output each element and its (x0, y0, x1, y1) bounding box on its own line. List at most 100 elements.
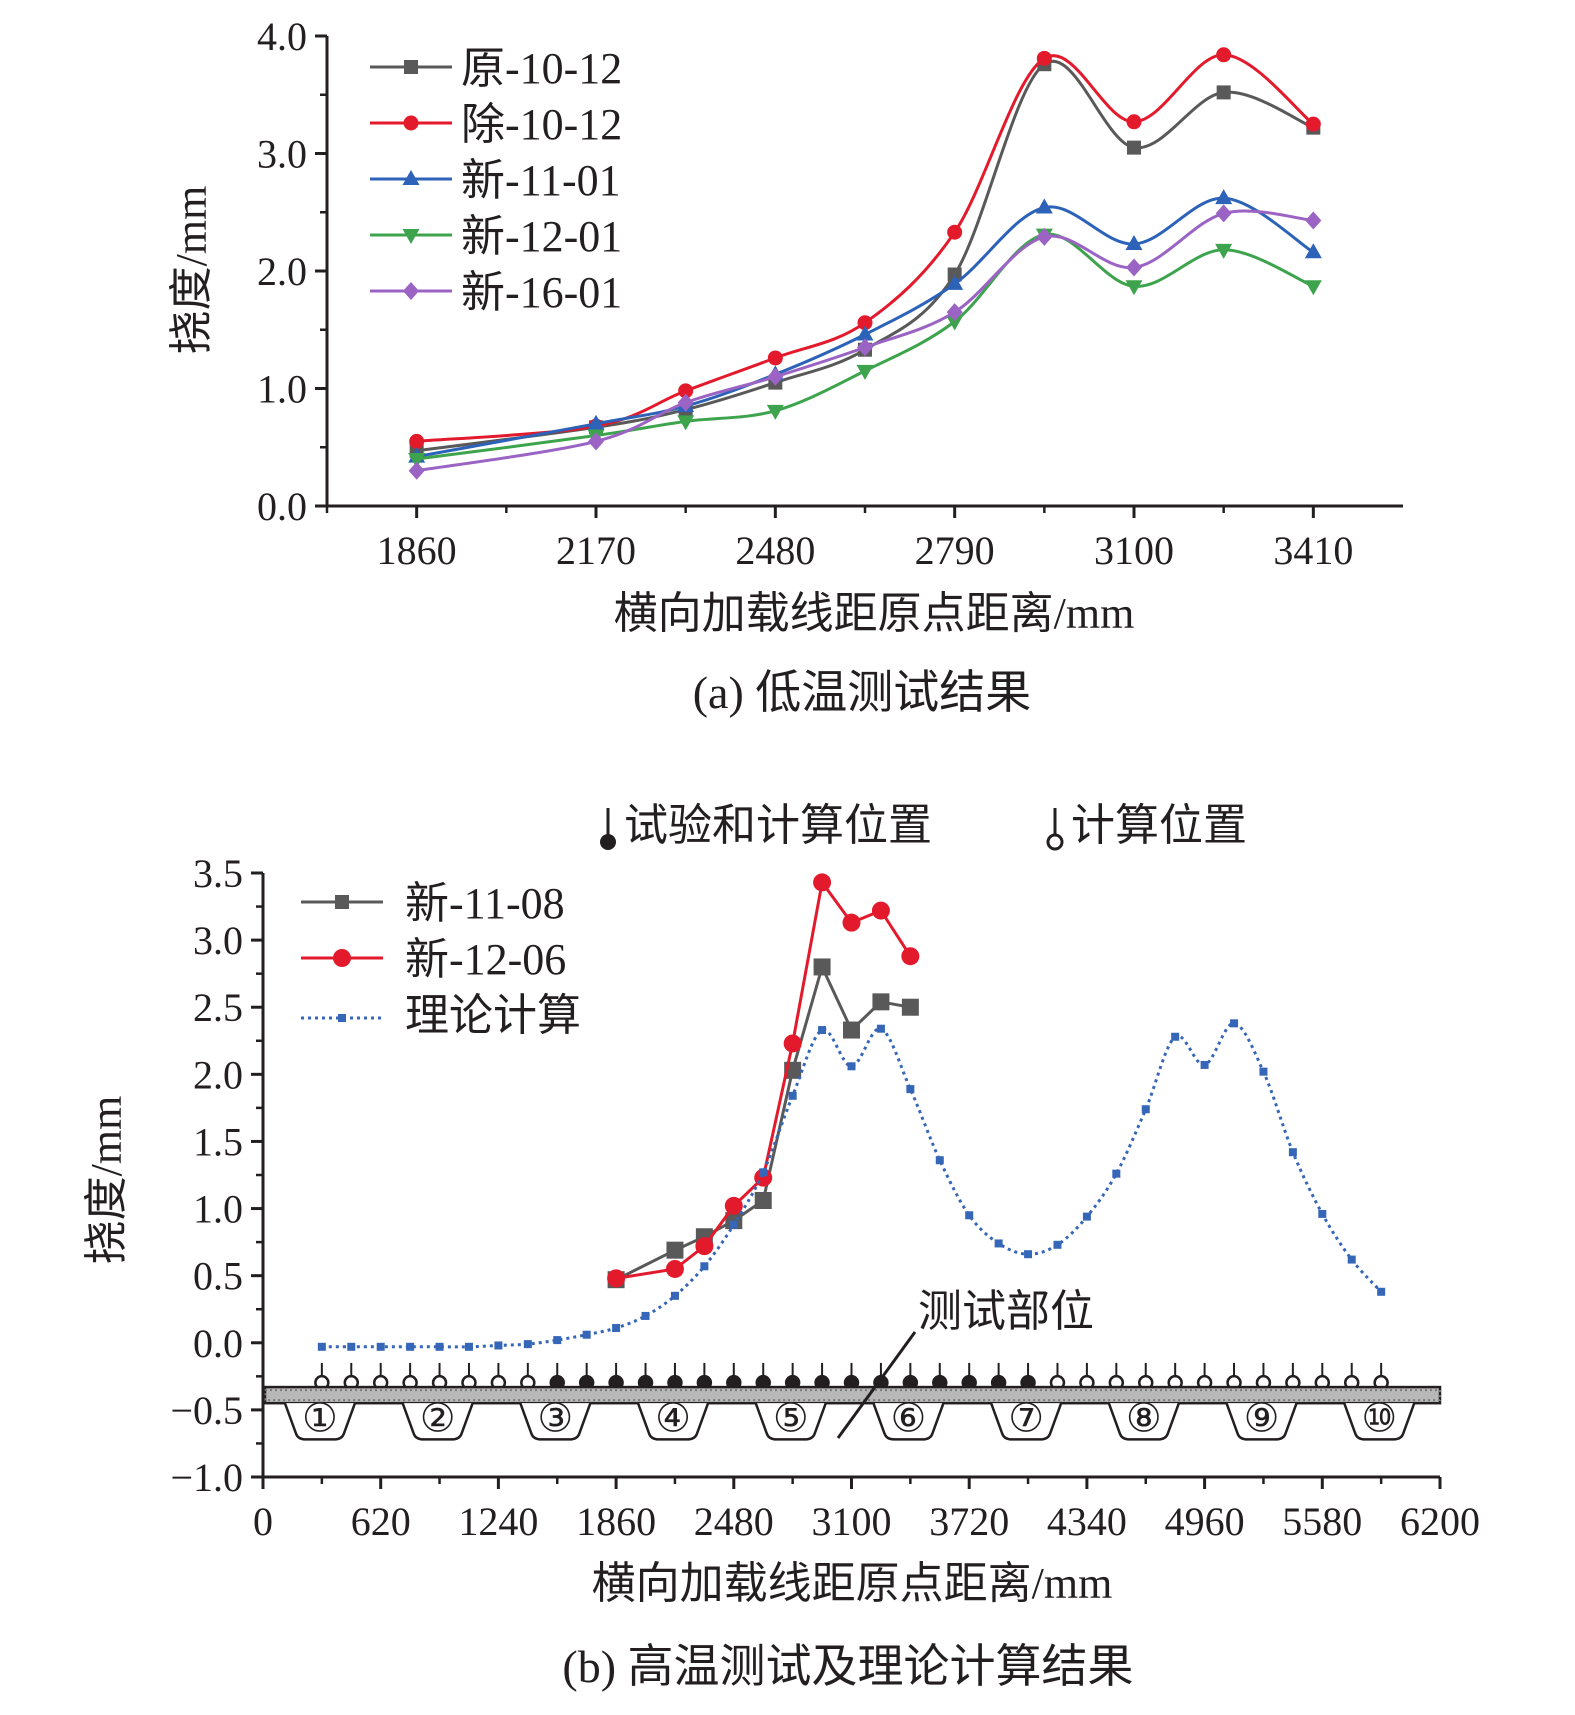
chart-b-legend-marker (335, 895, 349, 909)
u-rib (1107, 1402, 1181, 1441)
chart-b-x-tick-label: 620 (351, 1499, 411, 1544)
chart-b-data-point (1112, 1169, 1121, 1178)
rib-label: ⑤ (773, 1395, 809, 1440)
u-rib (636, 1402, 710, 1441)
chart-b-x-tick-label: 5580 (1282, 1499, 1362, 1544)
chart-b-data-point (1141, 1105, 1150, 1114)
rib-label: ② (420, 1395, 456, 1440)
chart-a-data-point (1216, 85, 1231, 100)
chart-b-data-point (553, 1336, 562, 1345)
chart-a-data-point (677, 415, 695, 431)
chart-b-data-point (818, 1026, 827, 1035)
chart-b-marks (317, 873, 1386, 1351)
annotation-leader-line (836, 1331, 917, 1439)
chart-b-data-point (724, 1196, 743, 1215)
chart-a-data-point (767, 367, 784, 386)
chart-b-data-point (1200, 1060, 1209, 1069)
chart-a-y-tick-label: 3.0 (257, 132, 307, 177)
chart-b-y-tick-label: 1.0 (193, 1187, 243, 1232)
chart-a-axes: 0.0 1.0 2.0 3.0 4.0 1860 2170 2480 2790 3100 3410 (257, 14, 1403, 573)
chart-b-data-point (725, 1212, 743, 1230)
chart-a-data-point (1216, 47, 1232, 63)
chart-a-ylabel: 挠度/mm (167, 186, 216, 355)
chart-a-legend-marker (402, 170, 420, 185)
chart-b-data-point (494, 1341, 503, 1350)
chart-b-data-point (1377, 1287, 1386, 1296)
chart-a-data-point (857, 338, 873, 357)
chart-a-legend-label: 新-12-01 (461, 212, 622, 261)
u-rib (1225, 1402, 1298, 1441)
chart-b-x-tick-label: 1860 (576, 1499, 656, 1544)
chart-b-legend-label: 新-12-06 (405, 935, 566, 984)
rib-label: ⑩ (1361, 1395, 1397, 1440)
chart-a-x-tick-label: 3100 (1094, 528, 1174, 573)
chart-b-data-point (729, 1220, 738, 1229)
chart-b-x-tick-label: 1240 (458, 1499, 538, 1544)
chart-a-data-point (408, 461, 425, 480)
u-rib (989, 1402, 1063, 1441)
chart-a-marks (408, 47, 1322, 480)
chart-b-data-point (842, 913, 861, 932)
chart-b-data-point (582, 1330, 591, 1339)
u-rib (519, 1402, 592, 1441)
chart-b-data-point (847, 1062, 856, 1071)
annotation-text: 测试部位 (918, 1287, 1094, 1336)
chart-a-x-tick-label: 2170 (556, 528, 636, 573)
filled-pin-head-icon (600, 834, 616, 850)
chart-a-data-point (677, 393, 694, 412)
chart-b-y-tick-label: −0.5 (170, 1388, 243, 1433)
chart-b-y-tick-label: 1.5 (193, 1119, 243, 1164)
chart-b-y-tick-label: −1.0 (170, 1455, 243, 1500)
chart-b-data-point (376, 1342, 385, 1351)
chart-b-data-point (670, 1291, 679, 1300)
chart-a-data-point (587, 414, 605, 430)
chart-a-data-point (947, 267, 962, 282)
chart-b-deck-structure: ① ② ③ ④ ⑤ ⑥ ⑦ ⑧ ⑨ ⑩ (263, 1362, 1442, 1441)
chart-a-data-point (1035, 198, 1053, 214)
chart-a-data-point (1125, 280, 1143, 296)
chart-a-data-point (767, 350, 783, 366)
chart-b-data-point (783, 1034, 802, 1053)
chart-b-data-point (872, 993, 890, 1011)
open-pin-head-icon (1046, 833, 1064, 851)
chart-a-data-point (1215, 204, 1232, 223)
u-rib (283, 1402, 357, 1441)
chart-b-x-tick-label: 0 (253, 1499, 273, 1544)
u-rib (1343, 1402, 1416, 1441)
chart-b-data-point (1347, 1255, 1356, 1264)
chart-b-x-tick-label: 4340 (1047, 1499, 1127, 1544)
deck-plate-texture (264, 1389, 1441, 1402)
chart-b-data-point (695, 1237, 714, 1256)
chart-b-data-point (435, 1342, 444, 1351)
chart-b-data-point (1053, 1240, 1062, 1249)
chart-b-xlabel: 横向加载线距原点距离/mm (592, 1559, 1113, 1608)
chart-b-data-point (813, 873, 832, 892)
chart-b-data-point (464, 1342, 473, 1351)
u-rib (754, 1402, 827, 1441)
chart-a-legend: 原-10-12 除-10-12 新-11-01 新-12-01 新-16-01 (370, 44, 622, 317)
chart-b-x-tick-label: 4960 (1165, 1499, 1245, 1544)
chart-a-data-point (946, 274, 964, 290)
chart-a-data-point (588, 432, 604, 451)
chart-a-data-point (1304, 243, 1322, 259)
chart-b-series-line (615, 878, 912, 1280)
chart-b-data-point (901, 947, 920, 966)
chart-a-data-point (408, 453, 426, 468)
chart-b-y-tick-label: 3.5 (193, 851, 243, 896)
chart-b-ylabel: 挠度/mm (82, 1096, 131, 1265)
chart-a-y-tick-label: 1.0 (257, 367, 307, 412)
chart-b-data-point (935, 1156, 944, 1165)
chart-a-series-line (416, 196, 1315, 459)
chart-b-data-point (754, 1192, 772, 1210)
chart-a-data-point (1305, 116, 1321, 132)
chart-a-legend-label: 除-10-12 (461, 100, 622, 149)
chart-a-legend-label: 新-16-01 (461, 268, 622, 317)
chart-b-x-tick-label: 3100 (812, 1499, 892, 1544)
chart-b-data-point (906, 1085, 915, 1094)
chart-a-data-point (1127, 140, 1141, 155)
chart-b-x-tick-label: 3720 (929, 1499, 1009, 1544)
chart-a-data-point (947, 224, 963, 240)
chart-a-data-point (678, 383, 694, 399)
chart-b-data-point (700, 1262, 709, 1271)
